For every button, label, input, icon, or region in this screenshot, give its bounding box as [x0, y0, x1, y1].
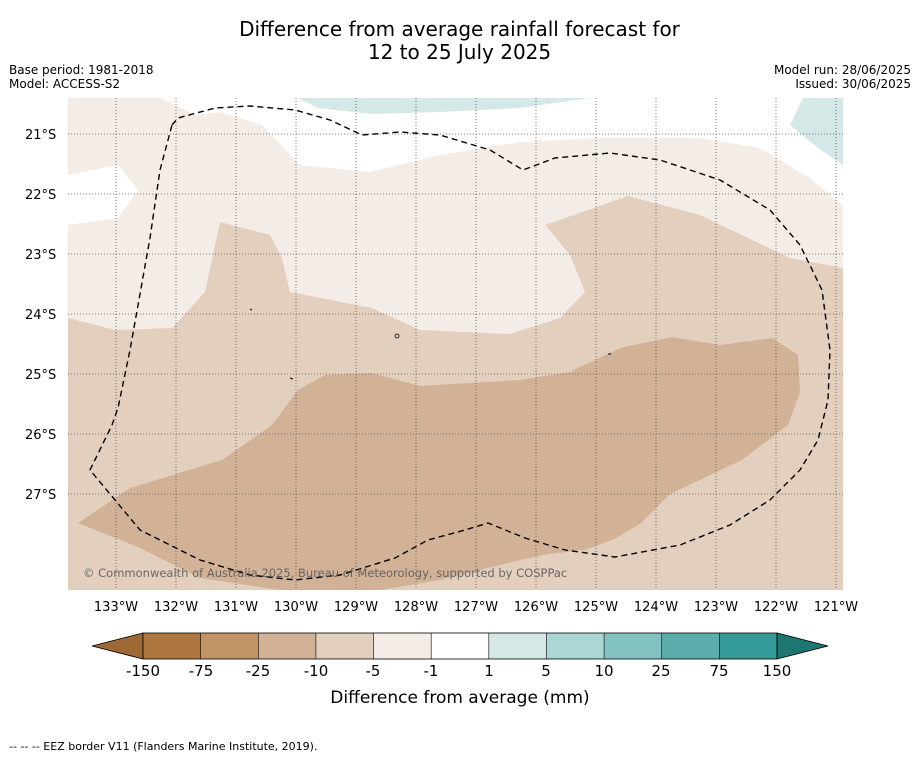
- island-dot: [394, 333, 400, 339]
- colorbar-tick: -150: [126, 662, 160, 680]
- colorbar-label: Difference from average (mm): [330, 688, 589, 708]
- map-area: [68, 98, 843, 590]
- colorbar-frame: [142, 632, 778, 660]
- region-very-light-tan: [68, 98, 843, 334]
- colorbar-swatches: [143, 633, 778, 659]
- colorbar-max-arrow: [776, 632, 829, 660]
- colorbar-swatch: [719, 633, 778, 659]
- lon-label: 121°W: [814, 600, 858, 615]
- lon-label: 122°W: [754, 600, 798, 615]
- lat-label: 27°S: [25, 488, 56, 503]
- island-mark: [249, 308, 253, 311]
- colorbar-tick: -25: [246, 662, 271, 680]
- lon-label: 124°W: [634, 600, 678, 615]
- region-light-teal-east: [790, 98, 843, 165]
- colorbar: -150 -75 -25 -10 -5 -1 1 5 10 25 75 150 …: [91, 632, 829, 708]
- issued-date: Issued: 30/06/2025: [795, 77, 911, 91]
- map-title: Difference from average rainfall forecas…: [0, 18, 919, 64]
- colorbar-tick: -10: [304, 662, 329, 680]
- lon-label: 123°W: [694, 600, 738, 615]
- colorbar-swatch: [200, 633, 259, 659]
- meta-right: Model run: 28/06/2025 Issued: 30/06/2025: [774, 63, 911, 91]
- region-white-west: [68, 165, 138, 225]
- colorbar-swatch: [488, 633, 547, 659]
- model-name: Model: ACCESS-S2: [9, 77, 121, 91]
- colorbar-swatch: [258, 633, 317, 659]
- colorbar-tick: 5: [541, 662, 551, 680]
- colorbar-tick: 10: [594, 662, 613, 680]
- colorbar-swatch: [604, 633, 663, 659]
- colorbar-swatch: [315, 633, 375, 659]
- lon-label: 127°W: [454, 600, 498, 615]
- lon-label: 132°W: [154, 600, 198, 615]
- lon-label: 129°W: [334, 600, 378, 615]
- lon-labels: 133°W 132°W 131°W 130°W 129°W 128°W 127°…: [94, 600, 858, 615]
- region-light-teal-north: [298, 98, 590, 114]
- colorbar-swatch: [661, 633, 720, 659]
- colorbar-tick: 25: [651, 662, 670, 680]
- copyright-text: © Commonwealth of Australia 2025, Bureau…: [83, 566, 567, 580]
- title-line-2: 12 to 25 July 2025: [367, 40, 552, 64]
- colorbar-swatch: [546, 633, 605, 659]
- lon-label: 128°W: [394, 600, 438, 615]
- gridlines: [68, 98, 843, 590]
- lat-labels: 21°S 22°S 23°S 24°S 25°S 26°S 27°S: [25, 128, 56, 503]
- model-run: Model run: 28/06/2025: [773, 63, 911, 77]
- colorbar-swatch: [143, 633, 202, 659]
- colorbar-tick: -75: [189, 662, 214, 680]
- lon-label: 133°W: [94, 600, 138, 615]
- lat-label: 22°S: [25, 188, 56, 203]
- title-line-1: Difference from average rainfall forecas…: [239, 17, 680, 41]
- lon-label: 131°W: [214, 600, 258, 615]
- colorbar-tick: -5: [366, 662, 381, 680]
- colorbar-tick: 150: [763, 662, 792, 680]
- region-white: [68, 98, 843, 206]
- island-mark: [289, 377, 294, 380]
- lat-label: 25°S: [25, 368, 56, 383]
- colorbar-tick: 1: [484, 662, 494, 680]
- eez-border: [89, 105, 831, 581]
- lat-label: 23°S: [25, 248, 56, 263]
- lat-label: 21°S: [25, 128, 56, 143]
- region-medium-tan: [78, 337, 800, 590]
- lat-label: 24°S: [25, 308, 56, 323]
- colorbar-swatch: [373, 633, 432, 659]
- lon-label: 125°W: [574, 600, 618, 615]
- lon-label: 126°W: [514, 600, 558, 615]
- base-period: Base period: 1981-2018: [9, 63, 154, 77]
- colorbar-tick: -1: [424, 662, 439, 680]
- colorbar-ticks: -150 -75 -25 -10 -5 -1 1 5 10 25 75 150: [126, 662, 791, 680]
- lon-label: 130°W: [274, 600, 318, 615]
- colorbar-min-arrow: [91, 632, 144, 660]
- meta-left: Base period: 1981-2018 Model: ACCESS-S2: [9, 63, 154, 91]
- lat-label: 26°S: [25, 428, 56, 443]
- footnote: -- -- -- EEZ border V11 (Flanders Marine…: [9, 740, 318, 753]
- colorbar-swatch: [431, 633, 490, 659]
- colorbar-tick: 75: [709, 662, 728, 680]
